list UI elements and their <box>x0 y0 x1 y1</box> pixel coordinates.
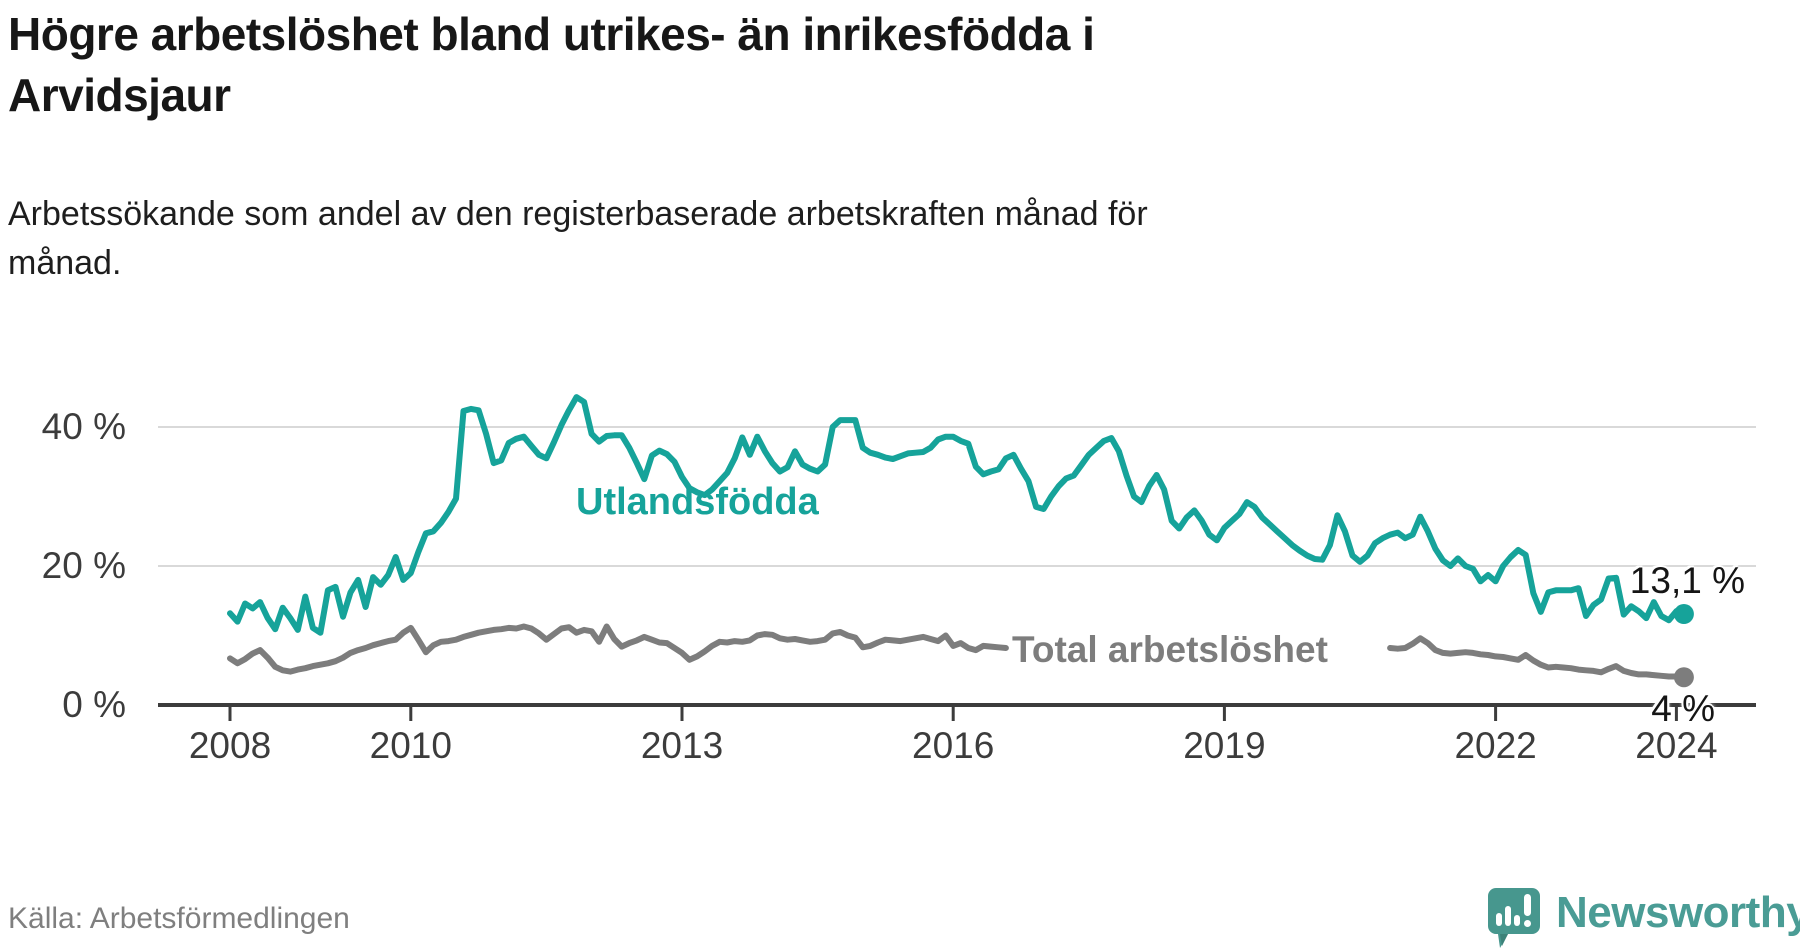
y-axis-label-20: 20 % <box>41 545 126 586</box>
chart-subtitle: Arbetssökande som andel av den registerb… <box>8 190 1488 288</box>
newsworthy-logo: Newsworthy <box>1486 886 1800 948</box>
series-label-utlandsfodda: Utlandsfödda <box>576 481 819 523</box>
page-title-line1: Högre arbetslöshet bland utrikes- än inr… <box>8 8 1095 60</box>
x-axis-label-2024: 2024 <box>1635 725 1718 766</box>
newsworthy-logo-icon <box>1488 888 1540 948</box>
x-axis-label-2019: 2019 <box>1183 725 1266 766</box>
source-note: Källa: Arbetsförmedlingen <box>8 902 350 935</box>
newsworthy-logo-text: Newsworthy <box>1556 888 1800 937</box>
page-title-line2: Arvidsjaur <box>8 69 231 121</box>
x-axis-label-2008: 2008 <box>188 725 272 766</box>
end-value-label-utlandsfodda: 13,1 % <box>1629 560 1745 601</box>
series-label-total-arbetsloshet: Total arbetslöshet <box>1012 629 1328 670</box>
x-axis-label-2013: 2013 <box>640 725 724 766</box>
end-value-label-total: 4 % <box>1651 688 1715 729</box>
x-axis-label-2010: 2010 <box>369 725 452 766</box>
y-axis-label-40: 40 % <box>41 406 126 447</box>
chart-subtitle-line2: månad. <box>8 244 122 282</box>
x-axis-label-2022: 2022 <box>1454 725 1537 766</box>
x-axis-label-2016: 2016 <box>912 725 995 766</box>
chart-subtitle-line1: Arbetssökande som andel av den registerb… <box>8 195 1148 233</box>
y-axis-label-0: 0 % <box>62 684 126 725</box>
page-title: Högre arbetslöshet bland utrikes- än inr… <box>8 4 1508 126</box>
